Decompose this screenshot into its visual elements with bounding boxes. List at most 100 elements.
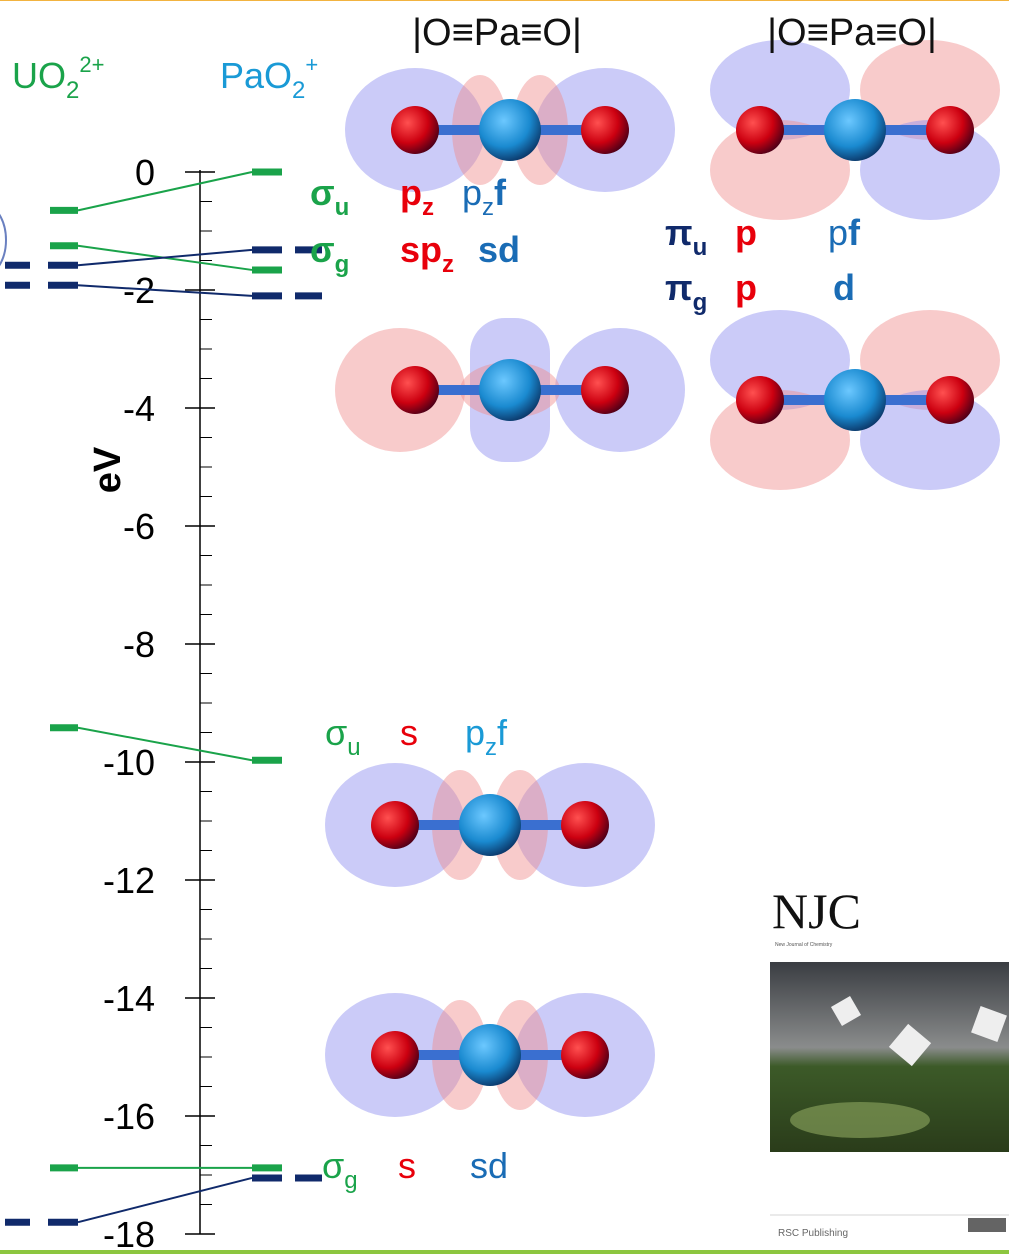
cover-journal: New Journal of Chemistry <box>775 942 833 948</box>
column-label-part: 2+ <box>79 52 104 77</box>
orbital <box>345 68 675 192</box>
orbital-label-part: σ <box>325 712 347 753</box>
atom-pa <box>824 99 886 161</box>
orbital-label: p <box>735 267 757 308</box>
orbital-label-part: p <box>465 712 485 753</box>
atom-o <box>736 376 784 424</box>
level-link <box>78 172 252 210</box>
orbital-label-part: g <box>335 251 350 278</box>
orbital-label-part: σ <box>310 172 335 213</box>
atom-pa <box>824 369 886 431</box>
y-tick-label: -4 <box>123 388 155 429</box>
atom-pa <box>459 794 521 856</box>
orbital-label: σu <box>310 172 349 221</box>
orbital-label-part: f <box>494 172 507 213</box>
orbital <box>325 993 655 1117</box>
orbital-label-part: σ <box>322 1145 344 1186</box>
orbital-label-part: σ <box>310 229 335 270</box>
orbital-label-part: d <box>833 267 855 308</box>
cover-publisher: RSC Publishing <box>778 1228 848 1239</box>
y-tick-label: 0 <box>135 152 155 193</box>
orbital-label-part: u <box>335 194 350 221</box>
orbital-label: σg <box>322 1145 358 1194</box>
molecule-title: |O≡Pa≡O| <box>412 12 582 54</box>
atom-o <box>561 1031 609 1079</box>
orbital-label: σu <box>325 712 361 761</box>
orbital-label: sd <box>478 229 520 270</box>
atom-pa <box>459 1024 521 1086</box>
orbital-label-part: π <box>665 212 693 253</box>
orbital-label-part: z <box>422 194 434 221</box>
orbital-label-part: z <box>485 734 497 761</box>
y-tick-label: -6 <box>123 506 155 547</box>
column-label-part: 2 <box>292 77 305 104</box>
orbital-label: spz <box>400 229 454 278</box>
orbital-label-part: p <box>735 212 757 253</box>
orbital-label: s <box>398 1145 416 1186</box>
orbital-label-part: p <box>828 212 848 253</box>
y-tick-label: -16 <box>103 1096 155 1137</box>
orbital-label-part: u <box>693 234 708 261</box>
orbital-label-part: u <box>347 734 360 761</box>
atom-o <box>926 376 974 424</box>
orbital-label: d <box>833 267 855 308</box>
column-label: UO22+ <box>12 52 104 104</box>
column-label-part: PaO <box>220 55 292 96</box>
orbital-label-part: sd <box>478 229 520 270</box>
molecule-title: |O≡Pa≡O| <box>767 12 937 54</box>
atom-o <box>581 366 629 414</box>
orbital-label-part: p <box>462 172 482 213</box>
column-label-part: 2 <box>66 77 79 104</box>
orbital <box>710 310 1000 490</box>
column-label: PaO2+ <box>220 52 318 104</box>
orbital-label: s <box>400 712 418 753</box>
orbital-label-part: sp <box>400 229 442 270</box>
orbital-label: pzf <box>465 712 508 761</box>
atom-o <box>391 366 439 414</box>
orbital-label-part: sd <box>470 1145 508 1186</box>
molecule-title-text: |O≡Pa≡O| <box>412 12 582 54</box>
orbital-label-part: f <box>848 212 861 253</box>
orbital-label-part: s <box>400 712 418 753</box>
atom-o <box>736 106 784 154</box>
atom-o <box>561 801 609 849</box>
axis-label: eV <box>87 446 129 493</box>
y-tick-label: -18 <box>103 1214 155 1254</box>
cover-barcode <box>968 1218 1006 1232</box>
y-tick-label: -12 <box>103 860 155 901</box>
atom-pa <box>479 359 541 421</box>
orbital-label: σg <box>310 229 349 278</box>
atom-pa <box>479 99 541 161</box>
y-tick-label: -14 <box>103 978 155 1019</box>
level-link <box>78 285 252 296</box>
level-link <box>78 1178 252 1222</box>
orbital-label-part: p <box>400 172 422 213</box>
atom-o <box>581 106 629 154</box>
orbital-label-part: f <box>497 712 508 753</box>
atom-o <box>371 801 419 849</box>
cover-light <box>790 1102 930 1138</box>
level-link <box>78 250 252 265</box>
orbital-label-part: π <box>665 267 693 308</box>
orbital-label-part: s <box>398 1145 416 1186</box>
molecule-title-text: |O≡Pa≡O| <box>767 12 937 54</box>
column-label-part: UO <box>12 55 66 96</box>
orbital <box>710 40 1000 220</box>
orbital-label: p <box>735 212 757 253</box>
orbital-label: sd <box>470 1145 508 1186</box>
cover-title: NJC <box>772 883 861 939</box>
orbital-label-part: g <box>693 289 708 316</box>
orbital-label-part: g <box>344 1167 357 1194</box>
column-label-part: + <box>305 52 318 77</box>
atom-o <box>391 106 439 154</box>
orbital-label: pf <box>828 212 861 253</box>
orbital-label: πg <box>665 267 707 316</box>
orbital-label-part: z <box>442 251 454 278</box>
energy-diagram: NJC New Journal of Chemistry RSC Publish… <box>0 0 1009 1254</box>
y-tick-label: -10 <box>103 742 155 783</box>
orbital-label-part: z <box>482 194 494 221</box>
orbital <box>325 763 655 887</box>
y-tick-label: -8 <box>123 624 155 665</box>
journal-cover: NJC New Journal of Chemistry RSC Publish… <box>770 883 1009 1240</box>
orbital <box>335 318 685 462</box>
